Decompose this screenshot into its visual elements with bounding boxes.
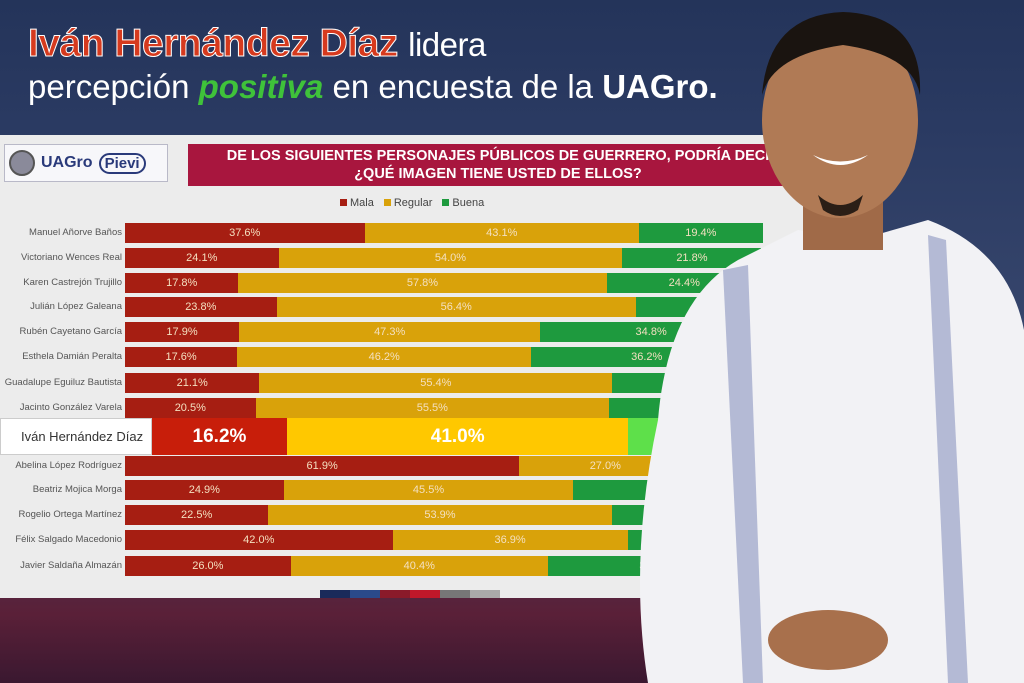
bar-segment-mala: 23.8% bbox=[125, 297, 277, 317]
bar-segment-regular: 40.4% bbox=[290, 556, 548, 576]
bar-segment-mala: 42.0% bbox=[125, 530, 393, 550]
row-label: Karen Castrejón Trujillo bbox=[23, 277, 122, 288]
row-label: Jacinto González Varela bbox=[19, 402, 122, 413]
highlight-bar-mala: 16.2% bbox=[152, 418, 287, 455]
row-label: Julián López Galeana bbox=[30, 301, 122, 312]
bar-segment-regular: 54.0% bbox=[278, 248, 623, 268]
headline-verb: lidera bbox=[408, 26, 486, 63]
bar-segment-mala: 61.9% bbox=[125, 456, 520, 476]
bar-segment-mala: 20.5% bbox=[125, 398, 256, 418]
chart-title-line2: ¿QUÉ IMAGEN TIENE USTED DE ELLOS? bbox=[354, 166, 642, 182]
logos: UAGro Pievi bbox=[4, 144, 168, 182]
bar-segment-regular: 43.1% bbox=[364, 223, 640, 243]
bar-segment-mala: 17.8% bbox=[125, 273, 239, 293]
row-label: Victoriano Wences Real bbox=[20, 252, 122, 263]
headline-org: UAGro. bbox=[602, 68, 718, 105]
legend-item-buena: Buena bbox=[442, 197, 484, 209]
uagro-logo: UAGro bbox=[41, 154, 93, 171]
row-label: Esthela Damián Peralta bbox=[22, 351, 122, 362]
bar-segment-regular: 56.4% bbox=[276, 297, 636, 317]
bar-segment-buena: 21.8% bbox=[622, 248, 762, 268]
bar-segment-regular: 55.5% bbox=[255, 398, 610, 418]
bar-segment-buena: 19.4% bbox=[639, 223, 763, 243]
row-label: Beatriz Mojica Morga bbox=[32, 484, 122, 495]
bar-segment-regular: 27.0% bbox=[519, 456, 692, 476]
headline-text-b: en encuesta de la bbox=[332, 68, 594, 105]
bar-segment-regular: 46.2% bbox=[237, 347, 532, 367]
chart-title: DE LOS SIGUIENTES PERSONAJES PÚBLICOS DE… bbox=[188, 144, 808, 186]
headline-name: Iván Hernández Díaz bbox=[28, 22, 399, 66]
pievi-logo: Pievi bbox=[98, 152, 146, 174]
bar-segment-regular: 55.4% bbox=[259, 373, 613, 393]
person-photo bbox=[640, 12, 1024, 683]
chart-legend: Mala Regular Buena bbox=[340, 197, 484, 209]
bar-segment-mala: 24.1% bbox=[125, 248, 279, 268]
headline-highlight: positiva bbox=[198, 68, 324, 105]
bar-segment-mala: 17.6% bbox=[125, 347, 238, 367]
row-label: Rogelio Ortega Martínez bbox=[18, 509, 123, 520]
row-label: Javier Saldaña Almazán bbox=[20, 560, 122, 571]
highlight-row-label: Iván Hernández Díaz bbox=[0, 418, 152, 455]
bar-segment-mala: 21.1% bbox=[125, 373, 260, 393]
bar-segment-mala: 26.0% bbox=[125, 556, 291, 576]
university-seal-icon bbox=[9, 150, 35, 176]
legend-item-regular: Regular bbox=[383, 197, 432, 209]
legend-item-mala: Mala bbox=[340, 197, 374, 209]
bar-segment-regular: 36.9% bbox=[392, 530, 628, 550]
bar-segment-mala: 37.6% bbox=[125, 223, 365, 243]
headline: Iván Hernández Díaz lidera percepción po… bbox=[28, 22, 718, 106]
chart-title-line1: DE LOS SIGUIENTES PERSONAJES PÚBLICOS DE… bbox=[226, 148, 770, 164]
bar-segment-regular: 47.3% bbox=[239, 322, 541, 342]
row-label: Félix Salgado Macedonio bbox=[15, 534, 122, 545]
bar-segment-mala: 22.5% bbox=[125, 505, 269, 525]
bar-segment-regular: 53.9% bbox=[268, 505, 612, 525]
row-label: Manuel Añorve Baños bbox=[29, 227, 122, 238]
highlight-bar-regular: 41.0% bbox=[286, 418, 629, 455]
bar-segment-mala: 17.9% bbox=[125, 322, 240, 342]
row-label: Rubén Cayetano García bbox=[19, 326, 122, 337]
row-label: Guadalupe Eguiluz Bautista bbox=[4, 377, 122, 388]
decoration-bars bbox=[320, 590, 500, 598]
bar-segment-regular: 57.8% bbox=[238, 273, 607, 293]
row-label: Abelina López Rodríguez bbox=[15, 460, 122, 471]
bar-segment-regular: 45.5% bbox=[283, 480, 574, 500]
headline-text-a: percepción bbox=[28, 68, 190, 105]
bar-segment-mala: 24.9% bbox=[125, 480, 284, 500]
